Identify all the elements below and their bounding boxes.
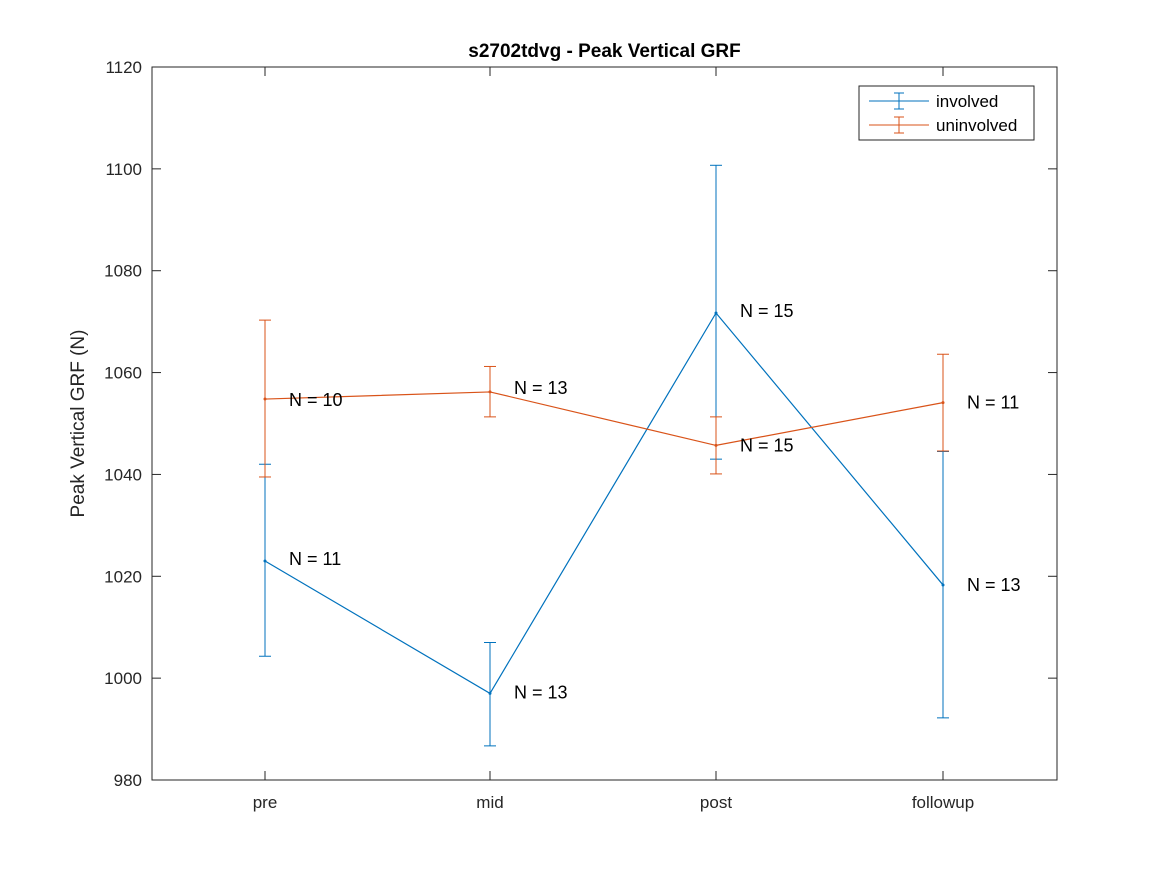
chart-title: s2702tdvg - Peak Vertical GRF [468,41,740,62]
data-point [941,583,945,587]
y-tick-label: 1080 [104,262,142,281]
x-tick-label: post [700,793,732,812]
y-tick-label: 1040 [104,465,142,484]
data-annotation: N = 13 [514,682,568,702]
plot-frame [151,66,1058,781]
legend: involved uninvolved [858,85,1035,141]
data-annotation: N = 11 [289,549,341,569]
data-point [488,390,492,394]
data-point [488,691,492,695]
x-tick-label: pre [253,793,278,812]
x-tick-label: followup [912,793,974,812]
data-annotation: N = 11 [967,393,1019,413]
legend-label: involved [936,92,998,111]
axes: 980 1000 1020 1040 1060 1080 1100 1120 pre mid pos… [104,58,1058,812]
legend-entry-uninvolved: uninvolved [869,116,1017,135]
data-point [714,311,718,315]
series-involved: N = 11 N = 13 N = 15 N = 13 [259,164,1021,747]
legend-entry-involved: involved [869,92,998,111]
y-tick-label: 1120 [105,58,142,77]
legend-box [858,85,1035,141]
data-point [714,443,718,447]
series-line-involved [264,311,944,695]
data-point [263,397,267,401]
data-annotation: N = 15 [740,301,794,321]
y-tick-label: 1100 [105,160,142,179]
y-tick-label: 1000 [104,669,142,688]
data-annotation: N = 10 [289,390,343,410]
series-line-uninvolved [264,391,944,447]
x-tick-label: mid [476,793,503,812]
y-tick-label: 980 [114,771,142,790]
data-point [263,559,267,563]
y-tick-label: 1060 [104,364,142,383]
data-annotation: N = 15 [740,435,794,455]
y-tick-label: 1020 [104,567,142,586]
data-annotation: N = 13 [514,378,568,398]
series-uninvolved: N = 10 N = 13 N = 15 N = 11 [259,319,1019,478]
data-point [941,401,945,405]
legend-label: uninvolved [936,116,1017,135]
data-annotation: N = 13 [967,575,1021,595]
series-layer: N = 11N = 13N = 15N = 13N = 10N = 13N = … [259,164,1021,747]
y-axis-label: Peak Vertical GRF (N) [68,330,89,518]
